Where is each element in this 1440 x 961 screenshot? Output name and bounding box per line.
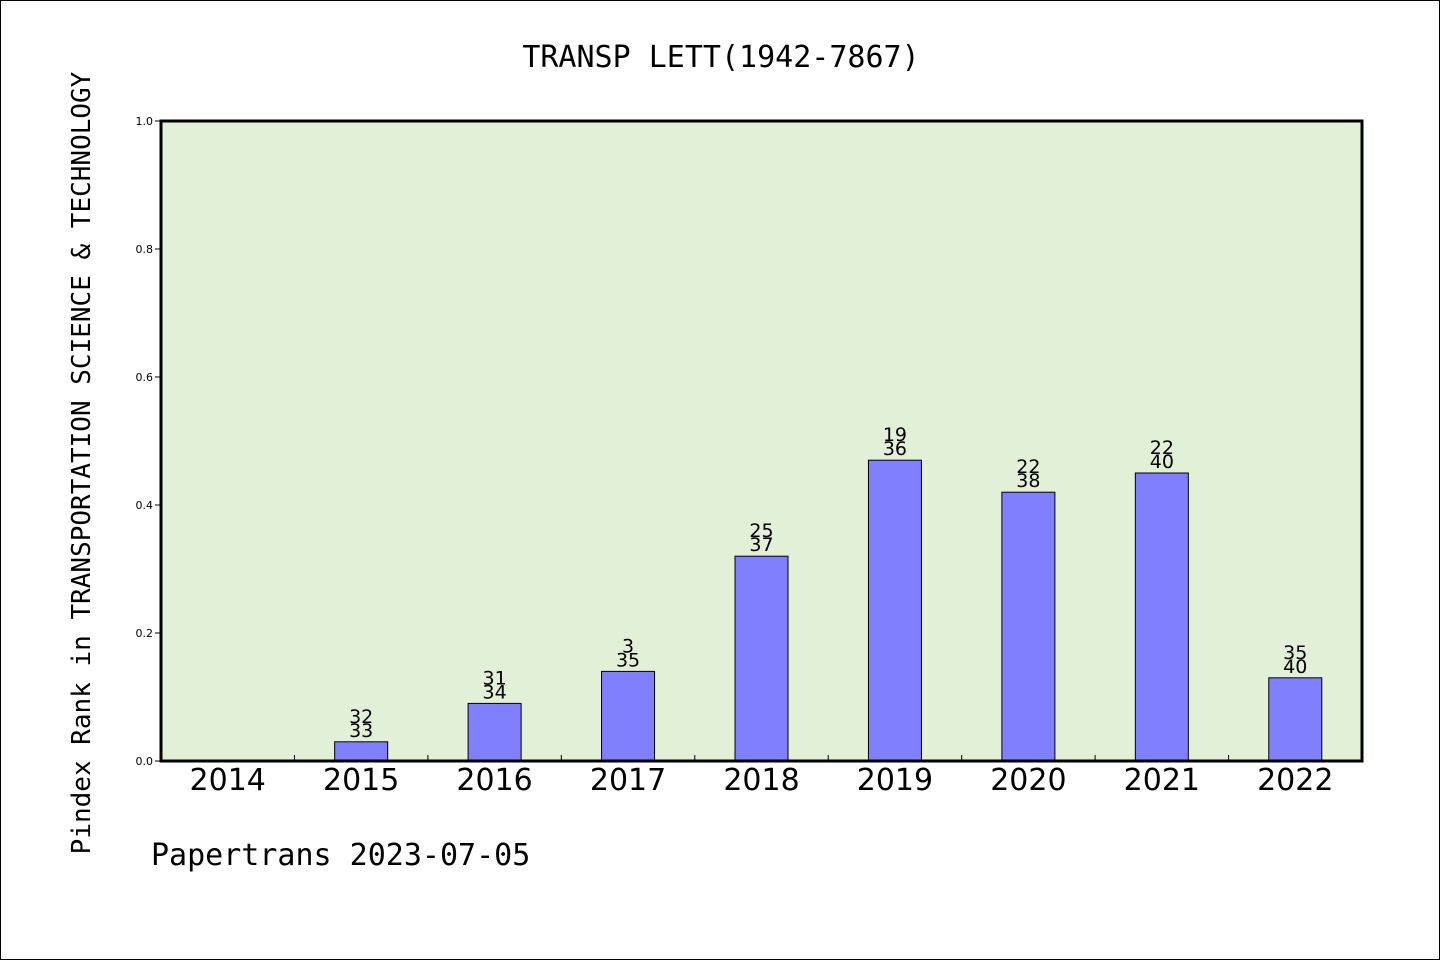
bar-label-bottom-2019: 36 <box>883 438 907 460</box>
x-tick-label-2020: 2020 <box>990 763 1066 798</box>
bar-label-top-2022: 35 <box>1283 642 1307 664</box>
bar-2016 <box>467 702 522 762</box>
x-tick-label-2019: 2019 <box>857 763 933 798</box>
y-tick-label: 0.2 <box>136 627 154 640</box>
bar-label-bottom-2016: 34 <box>483 681 507 703</box>
bar-2018 <box>734 555 789 762</box>
y-tick-label: 0.4 <box>136 499 154 512</box>
bar-label-bottom-2022: 40 <box>1283 656 1307 678</box>
bar-label-top-2017: 3 <box>622 635 634 657</box>
y-tick-label: 0.6 <box>136 371 154 384</box>
bar-2022 <box>1268 677 1323 762</box>
bar-label-top-2015: 32 <box>349 706 373 728</box>
bar-label-top-2020: 22 <box>1016 456 1040 478</box>
bar-2020 <box>1001 491 1056 762</box>
bar-2019 <box>867 459 922 762</box>
x-axis: 2014 2015 2016 2017 2018 2019 2020 2021 2022 <box>190 755 1333 798</box>
x-tick-label-2018: 2018 <box>723 763 799 798</box>
chart-title: TRANSP LETT(1942-7867) <box>522 40 919 75</box>
bar-label-bottom-2018: 37 <box>749 534 773 556</box>
bar-label-bottom-2015: 33 <box>349 720 373 742</box>
bar-label-top-2019: 19 <box>883 424 907 446</box>
bar-label-top-2016: 31 <box>483 667 507 689</box>
x-tick-label-2022: 2022 <box>1257 763 1333 798</box>
x-tick-label-2021: 2021 <box>1124 763 1200 798</box>
y-axis-label: Pindex Rank in TRANSPORTATION SCIENCE & … <box>67 71 97 854</box>
x-tick-label-2015: 2015 <box>323 763 399 798</box>
y-tick-label: 1.0 <box>136 115 154 128</box>
y-tick-label: 0.8 <box>136 243 154 256</box>
bar-label-bottom-2017: 35 <box>616 649 640 671</box>
bar-2015 <box>334 741 389 762</box>
bar-label-top-2018: 25 <box>749 520 773 542</box>
footer-text: Papertrans 2023-07-05 <box>151 838 530 873</box>
bar-label-bottom-2021: 40 <box>1150 451 1174 473</box>
x-tick-label-2016: 2016 <box>456 763 532 798</box>
x-tick-label-2017: 2017 <box>590 763 666 798</box>
bar-2021 <box>1134 472 1189 762</box>
y-axis: 0.0 0.2 0.4 0.6 0.8 1.0 <box>136 115 161 768</box>
bar-label-top-2021: 22 <box>1150 437 1174 459</box>
plot-border <box>159 119 1364 763</box>
bar-2017 <box>601 670 656 762</box>
y-tick-label: 0.0 <box>136 755 154 768</box>
bar-label-bottom-2020: 38 <box>1016 470 1040 492</box>
x-tick-label-2014: 2014 <box>190 763 266 798</box>
